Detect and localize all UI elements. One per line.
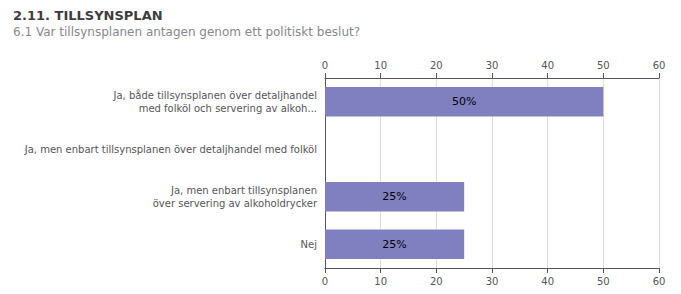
svg-text:0: 0 xyxy=(322,60,328,71)
svg-text:20: 20 xyxy=(430,276,443,287)
svg-text:10: 10 xyxy=(374,60,387,71)
svg-text:60: 60 xyxy=(653,276,666,287)
svg-text:Ja, både tillsynsplanen över d: Ja, både tillsynsplanen över detaljhande… xyxy=(113,89,317,101)
svg-text:Ja, men enbart tillsynsplanen: Ja, men enbart tillsynsplanen över detal… xyxy=(24,144,317,155)
svg-text:med folköl och servering av al: med folköl och servering av alkoh... xyxy=(139,103,317,114)
svg-text:Nej: Nej xyxy=(301,239,317,250)
svg-text:60: 60 xyxy=(653,60,666,71)
svg-text:Ja, men enbart tillsynsplanen: Ja, men enbart tillsynsplanen xyxy=(170,185,317,196)
svg-text:50: 50 xyxy=(597,276,610,287)
svg-text:40: 40 xyxy=(541,276,554,287)
svg-text:40: 40 xyxy=(541,60,554,71)
svg-text:6.1 Var tillsynsplanen antagen: 6.1 Var tillsynsplanen antagen genom ett… xyxy=(13,25,360,39)
svg-text:över servering av alkoholdryck: över servering av alkoholdrycker xyxy=(153,198,318,209)
svg-text:2.11. TILLSYNSPLAN: 2.11. TILLSYNSPLAN xyxy=(13,8,163,23)
svg-text:10: 10 xyxy=(374,276,387,287)
svg-text:25%: 25% xyxy=(382,238,406,251)
svg-text:30: 30 xyxy=(486,60,499,71)
svg-text:30: 30 xyxy=(486,276,499,287)
svg-text:50: 50 xyxy=(597,60,610,71)
svg-text:50%: 50% xyxy=(452,95,476,108)
svg-text:0: 0 xyxy=(322,276,328,287)
svg-text:20: 20 xyxy=(430,60,443,71)
svg-text:25%: 25% xyxy=(382,190,406,203)
